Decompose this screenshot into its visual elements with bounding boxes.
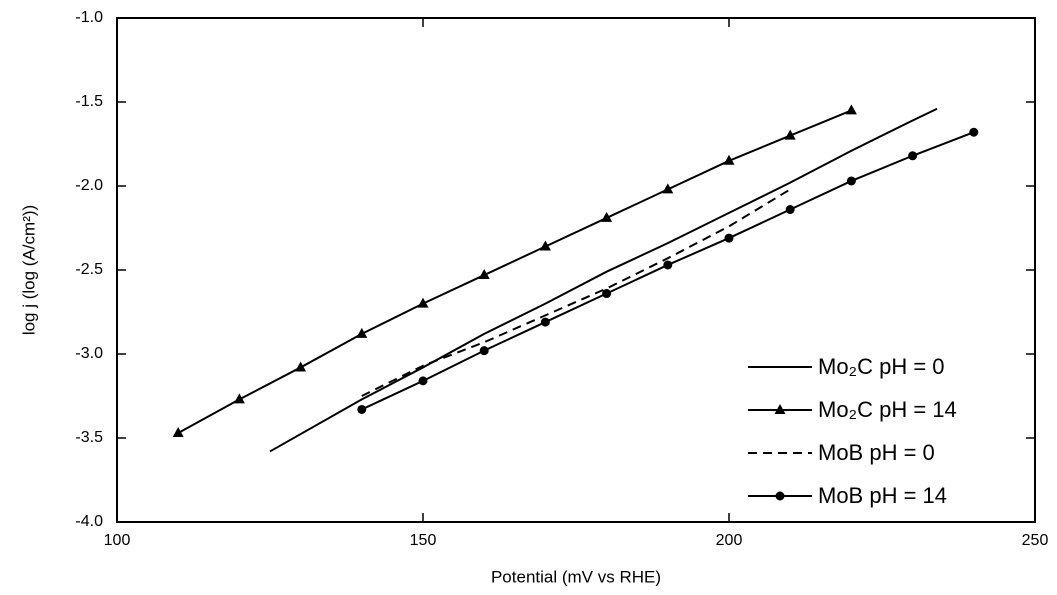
y-tick-label: -4.0 [75,513,103,530]
circle-marker [775,491,785,501]
triangle-marker [295,361,307,372]
triangle-marker [784,129,796,140]
x-tick-label: 100 [104,532,131,549]
y-tick-label: -3.5 [75,429,103,446]
y-tick-label: -3.0 [75,345,103,362]
triangle-marker [478,269,490,280]
triangle-marker [172,426,184,437]
x-tick-label: 250 [1022,532,1049,549]
circle-marker [969,127,979,137]
series-line [361,188,791,397]
triangle-marker [601,211,613,222]
triangle-marker [662,183,674,194]
triangle-marker [774,404,786,414]
legend-label: MoB pH = 0 [818,440,935,465]
circle-marker [479,346,489,356]
triangle-marker [417,297,429,308]
triangle-marker [356,327,368,338]
triangle-marker [233,393,245,404]
circle-marker [663,260,673,270]
series-line [269,107,938,453]
y-tick-label: -1.5 [75,93,103,110]
y-tick-label: -1.0 [75,9,103,26]
triangle-marker [723,154,735,165]
circle-marker [785,205,795,215]
y-tick-label: -2.5 [75,261,103,278]
x-tick-label: 200 [716,532,743,549]
legend-label: MoB pH = 14 [818,483,947,508]
circle-marker [846,176,856,186]
circle-marker [540,317,550,327]
triangle-marker [845,104,857,115]
legend-label: Mo₂C pH = 0 [818,354,945,379]
x-axis-label: Potential (mV vs RHE) [491,567,661,586]
circle-marker [724,233,734,243]
circle-marker [418,376,428,386]
circle-marker [908,151,918,161]
circle-marker [357,404,367,414]
circle-marker [602,289,612,299]
legend-label: Mo₂C pH = 14 [818,397,957,422]
y-tick-label: -2.0 [75,177,103,194]
triangle-marker [539,240,551,251]
x-tick-label: 150 [410,532,437,549]
y-axis-label: log j (log (A/cm²)) [19,205,38,335]
series-line [177,109,852,434]
